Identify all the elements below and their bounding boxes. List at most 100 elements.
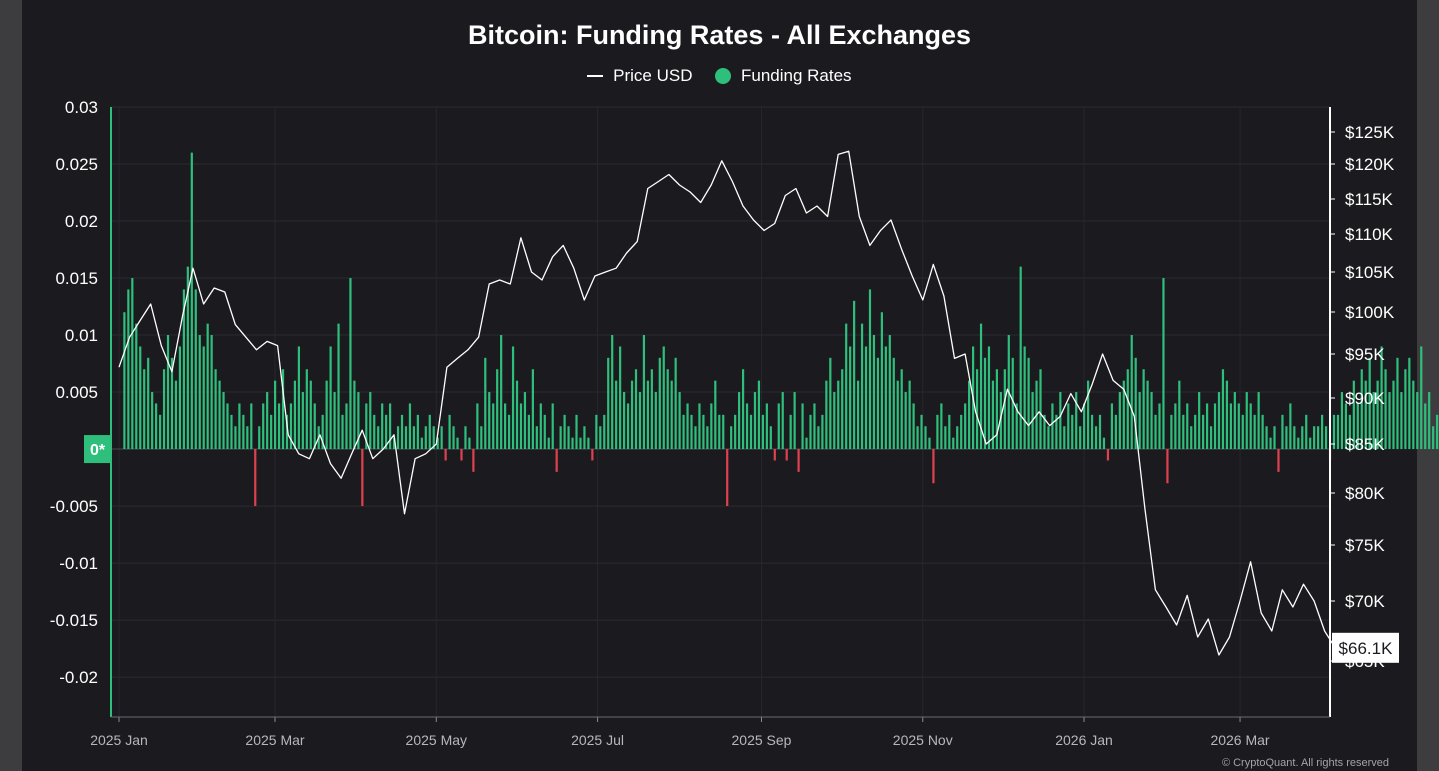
- funding-rate-bar: [452, 426, 455, 450]
- funding-rate-bar: [678, 392, 681, 450]
- funding-rate-bar: [690, 414, 693, 450]
- left-tick-label: 0.01: [65, 326, 98, 345]
- funding-rate-bar: [674, 357, 677, 450]
- funding-rate-bar: [825, 380, 828, 450]
- funding-rate-bar: [472, 449, 475, 472]
- funding-rate-bar: [761, 414, 765, 450]
- funding-rate-bar: [682, 414, 685, 450]
- funding-rate-bar: [1083, 403, 1086, 450]
- funding-rate-bar: [666, 369, 669, 450]
- funding-rate-bar: [999, 392, 1002, 450]
- right-tick-label: $80K: [1345, 484, 1385, 503]
- funding-rate-bar: [1043, 414, 1046, 450]
- funding-rate-bar: [904, 392, 907, 450]
- funding-rate-bar: [341, 414, 344, 450]
- funding-rate-bar: [349, 278, 352, 450]
- left-tick-label: 0.015: [55, 269, 98, 288]
- funding-rate-bar: [289, 403, 293, 450]
- funding-rate-bar: [785, 449, 788, 461]
- funding-rate-bar: [1321, 414, 1324, 450]
- funding-rate-bar: [258, 426, 261, 450]
- funding-rate-bar: [1063, 426, 1066, 450]
- axis-labels: 0.03 0.025 0.02 0.015 0.01 0.005 -0.005 -0.01 -0…: [50, 98, 1399, 748]
- funding-rate-bar: [523, 392, 527, 450]
- funding-rate-bar: [1217, 392, 1221, 450]
- funding-rate-bar: [1138, 392, 1141, 450]
- chart-title: Bitcoin: Funding Rates - All Exchanges: [467, 20, 972, 50]
- funding-rate-bar: [849, 346, 852, 450]
- funding-rate-bar: [1213, 403, 1217, 450]
- funding-rate-bar: [234, 426, 237, 450]
- funding-rate-bar: [1233, 392, 1236, 450]
- left-tick-label: 0.02: [65, 212, 98, 231]
- funding-rate-bar: [884, 346, 887, 450]
- funding-rate-bar: [595, 414, 598, 450]
- right-tick-label: $105K: [1345, 263, 1395, 282]
- funding-rate-bar: [916, 426, 919, 450]
- funding-rate-bar: [230, 414, 233, 450]
- funding-rate-bar: [1194, 414, 1197, 450]
- funding-rate-bar: [856, 380, 860, 450]
- right-tick-label: $120K: [1345, 155, 1395, 174]
- funding-rate-bar: [817, 426, 820, 450]
- funding-rate-bar: [440, 426, 443, 450]
- funding-rate-bar: [801, 403, 804, 450]
- funding-rate-bar: [1285, 426, 1288, 450]
- funding-rate-bar: [968, 380, 971, 450]
- funding-rate-bar: [147, 357, 150, 450]
- funding-rate-bar: [273, 380, 277, 450]
- funding-rate-bar: [1404, 369, 1407, 450]
- funding-rate-bar: [496, 369, 499, 450]
- funding-rate-bar: [1079, 426, 1082, 450]
- funding-rate-bar: [940, 403, 943, 450]
- funding-rate-bar: [369, 392, 372, 450]
- funding-rate-bar: [198, 335, 201, 450]
- funding-rate-bar: [607, 357, 610, 450]
- x-tick-label: 2026 Jan: [1055, 732, 1113, 748]
- funding-rate-bar: [1130, 335, 1133, 450]
- funding-rate-bar: [270, 414, 273, 450]
- left-tick-label: -0.01: [59, 554, 98, 573]
- funding-rate-bar: [714, 380, 717, 450]
- funding-rate-bar: [1301, 426, 1304, 450]
- funding-rate-bar: [242, 414, 245, 450]
- funding-rate-bar: [559, 426, 562, 450]
- funding-rate-bar: [448, 414, 451, 450]
- funding-rate-bar: [567, 426, 570, 450]
- funding-rate-bar: [1090, 414, 1094, 450]
- funding-rate-bar: [876, 357, 880, 450]
- funding-rate-bar: [1352, 380, 1355, 450]
- funding-rate-bar: [254, 449, 257, 507]
- zero-label-text: 0*: [90, 442, 106, 459]
- funding-rate-bar: [821, 414, 824, 450]
- funding-rate-bar: [293, 380, 297, 450]
- left-tick-label: -0.02: [59, 668, 98, 687]
- funding-rate-bar: [1114, 414, 1117, 450]
- funding-rate-bar: [131, 278, 134, 450]
- funding-rate-bar: [547, 437, 550, 450]
- funding-rate-bar: [1364, 380, 1367, 450]
- funding-rate-bar: [1392, 380, 1395, 450]
- funding-rate-bar: [1087, 380, 1090, 450]
- funding-rate-bar: [860, 323, 864, 450]
- funding-rate-bar: [900, 369, 903, 450]
- legend-item-funding[interactable]: Funding Rates: [715, 66, 852, 86]
- funding-rate-bar: [1122, 380, 1125, 450]
- funding-rate-bar: [603, 414, 606, 450]
- funding-rate-bar: [158, 414, 162, 450]
- funding-rate-bar: [1190, 426, 1193, 450]
- funding-rate-bar: [238, 403, 241, 450]
- funding-rate-bar: [539, 403, 542, 450]
- funding-rate-bar: [1324, 426, 1328, 450]
- funding-rate-bar: [813, 403, 816, 450]
- legend-item-price[interactable]: Price USD: [587, 66, 693, 86]
- funding-rate-bar: [880, 312, 883, 450]
- funding-rate-bar: [1170, 414, 1173, 450]
- funding-rate-bar: [428, 414, 431, 450]
- funding-rate-bar: [1186, 403, 1189, 450]
- funding-rate-bar: [1205, 403, 1209, 450]
- funding-rate-bar: [960, 414, 963, 450]
- funding-rate-bar: [734, 414, 737, 450]
- funding-rate-bar: [543, 414, 546, 450]
- funding-rate-bar: [1075, 392, 1078, 450]
